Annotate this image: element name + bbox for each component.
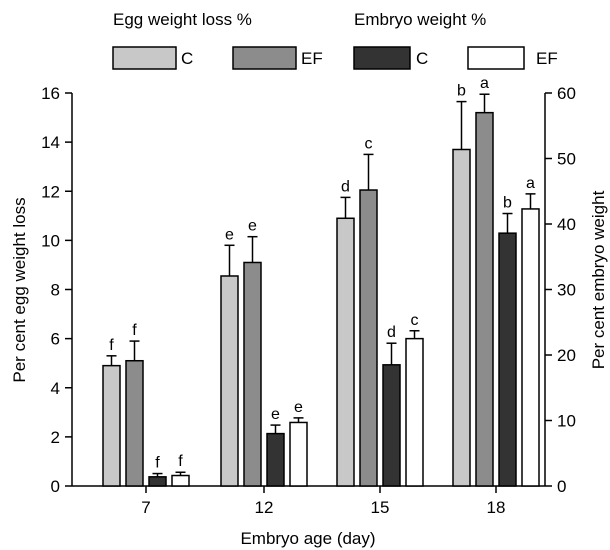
significance-label: b bbox=[457, 83, 466, 100]
legend-swatch-egg-c bbox=[112, 46, 177, 70]
bar-egg-ef-day-15 bbox=[359, 189, 378, 487]
legend-label-egg-ef: EF bbox=[301, 49, 323, 68]
bar-embryo-ef-day-18 bbox=[521, 208, 540, 487]
right-y-axis-title: Per cent embryo weight bbox=[589, 190, 608, 369]
x-ticks: 7 12 15 18 bbox=[141, 486, 505, 517]
bars: f e d b f e c a f e d b f e c a bbox=[102, 75, 540, 487]
x-tick-label: 7 bbox=[141, 498, 150, 517]
left-tick-label: 0 bbox=[51, 477, 60, 496]
legend-group-title-embryo: Embryo weight % bbox=[354, 10, 486, 29]
significance-label: f bbox=[155, 455, 160, 472]
bar-egg-ef-day-7 bbox=[125, 359, 144, 487]
significance-label: f bbox=[132, 322, 137, 339]
right-tick-label: 0 bbox=[557, 477, 566, 496]
legend-group-title-egg: Egg weight loss % bbox=[113, 10, 252, 29]
bar-embryo-c-day-15 bbox=[382, 364, 401, 487]
legend-label-embryo-ef: EF bbox=[536, 49, 558, 68]
x-tick-label: 18 bbox=[487, 498, 506, 517]
significance-label: c bbox=[365, 135, 373, 152]
right-tick-label: 50 bbox=[557, 150, 576, 169]
legend-label-embryo-c: C bbox=[416, 49, 428, 68]
legend-swatch-egg-ef bbox=[232, 46, 297, 70]
significance-label: b bbox=[503, 195, 512, 212]
legend: Egg weight loss % Embryo weight % C EF C… bbox=[112, 10, 558, 70]
x-axis-title: Embryo age (day) bbox=[240, 529, 375, 548]
significance-label: e bbox=[271, 406, 280, 423]
bar-egg-c-day-18 bbox=[452, 148, 471, 487]
significance-label: a bbox=[526, 175, 535, 192]
bar-embryo-ef-day-12 bbox=[289, 421, 308, 487]
left-tick-label: 2 bbox=[51, 428, 60, 447]
x-tick-label: 15 bbox=[371, 498, 390, 517]
bar-egg-c-day-7 bbox=[102, 364, 121, 487]
bar-embryo-ef-day-7 bbox=[171, 474, 190, 487]
bar-embryo-ef-day-15 bbox=[405, 337, 424, 487]
right-tick-label: 40 bbox=[557, 215, 576, 234]
bar-embryo-c-day-18 bbox=[498, 232, 517, 487]
bar-egg-ef-day-18 bbox=[475, 111, 494, 487]
bar-embryo-c-day-7 bbox=[148, 476, 167, 487]
left-tick-label: 4 bbox=[51, 379, 60, 398]
left-tick-label: 6 bbox=[51, 330, 60, 349]
x-tick-label: 12 bbox=[255, 498, 274, 517]
bar-embryo-c-day-12 bbox=[266, 432, 285, 487]
significance-label: a bbox=[480, 75, 489, 92]
bar-egg-ef-day-12 bbox=[243, 261, 262, 487]
legend-swatch-embryo-c bbox=[353, 46, 411, 70]
bar-egg-c-day-15 bbox=[336, 217, 355, 487]
bar-egg-c-day-12 bbox=[220, 275, 239, 487]
significance-label: d bbox=[387, 324, 396, 341]
legend-label-egg-c: C bbox=[181, 49, 193, 68]
significance-label: c bbox=[411, 312, 419, 329]
significance-label: f bbox=[109, 337, 114, 354]
left-tick-label: 14 bbox=[41, 133, 60, 152]
significance-label: e bbox=[225, 226, 234, 243]
right-tick-label: 30 bbox=[557, 281, 576, 300]
left-y-axis-title: Per cent egg weight loss bbox=[10, 197, 29, 382]
significance-label: e bbox=[294, 399, 303, 416]
left-tick-label: 8 bbox=[51, 281, 60, 300]
right-tick-label: 60 bbox=[557, 84, 576, 103]
significance-label: d bbox=[341, 178, 350, 195]
right-y-ticks: 0 10 20 30 40 50 60 bbox=[545, 84, 576, 496]
right-tick-label: 20 bbox=[557, 346, 576, 365]
left-tick-label: 10 bbox=[41, 231, 60, 250]
right-tick-label: 10 bbox=[557, 412, 576, 431]
significance-label: f bbox=[178, 453, 183, 470]
significance-label: e bbox=[248, 218, 257, 235]
left-y-ticks: 0 2 4 6 8 10 12 14 16 bbox=[41, 84, 72, 496]
left-tick-label: 16 bbox=[41, 84, 60, 103]
legend-swatch-embryo-ef bbox=[467, 46, 525, 70]
left-tick-label: 12 bbox=[41, 182, 60, 201]
